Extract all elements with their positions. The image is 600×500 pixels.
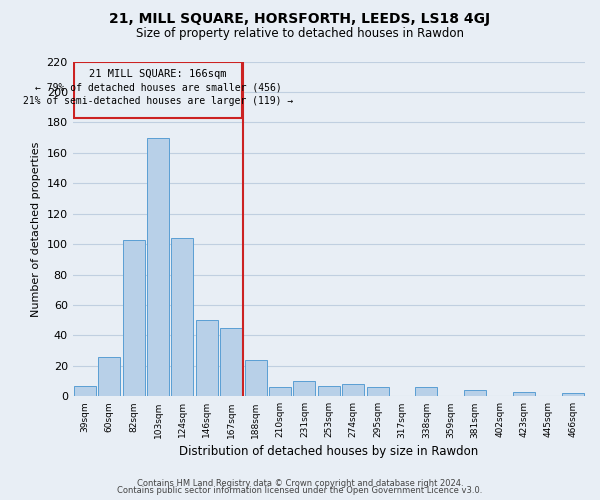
Text: Contains HM Land Registry data © Crown copyright and database right 2024.: Contains HM Land Registry data © Crown c… [137, 478, 463, 488]
Bar [318, 386, 340, 396]
Bar [98, 356, 120, 397]
Bar [220, 328, 242, 396]
Bar [464, 390, 486, 396]
Text: ← 79% of detached houses are smaller (456): ← 79% of detached houses are smaller (45… [35, 82, 281, 92]
Text: 21, MILL SQUARE, HORSFORTH, LEEDS, LS18 4GJ: 21, MILL SQUARE, HORSFORTH, LEEDS, LS18 … [109, 12, 491, 26]
Text: Size of property relative to detached houses in Rawdon: Size of property relative to detached ho… [136, 28, 464, 40]
Bar [367, 387, 389, 396]
Y-axis label: Number of detached properties: Number of detached properties [31, 141, 41, 316]
Bar [172, 238, 193, 396]
Bar [342, 384, 364, 396]
Bar [196, 320, 218, 396]
FancyBboxPatch shape [74, 62, 242, 118]
Bar [245, 360, 266, 397]
Bar [562, 394, 584, 396]
Bar [415, 387, 437, 396]
Bar [147, 138, 169, 396]
Bar [269, 387, 291, 396]
Bar [74, 386, 96, 396]
Text: Contains public sector information licensed under the Open Government Licence v3: Contains public sector information licen… [118, 486, 482, 495]
Bar [122, 240, 145, 396]
X-axis label: Distribution of detached houses by size in Rawdon: Distribution of detached houses by size … [179, 444, 478, 458]
Text: 21 MILL SQUARE: 166sqm: 21 MILL SQUARE: 166sqm [89, 68, 227, 78]
Text: 21% of semi-detached houses are larger (119) →: 21% of semi-detached houses are larger (… [23, 96, 293, 106]
Bar [513, 392, 535, 396]
Bar [293, 381, 316, 396]
